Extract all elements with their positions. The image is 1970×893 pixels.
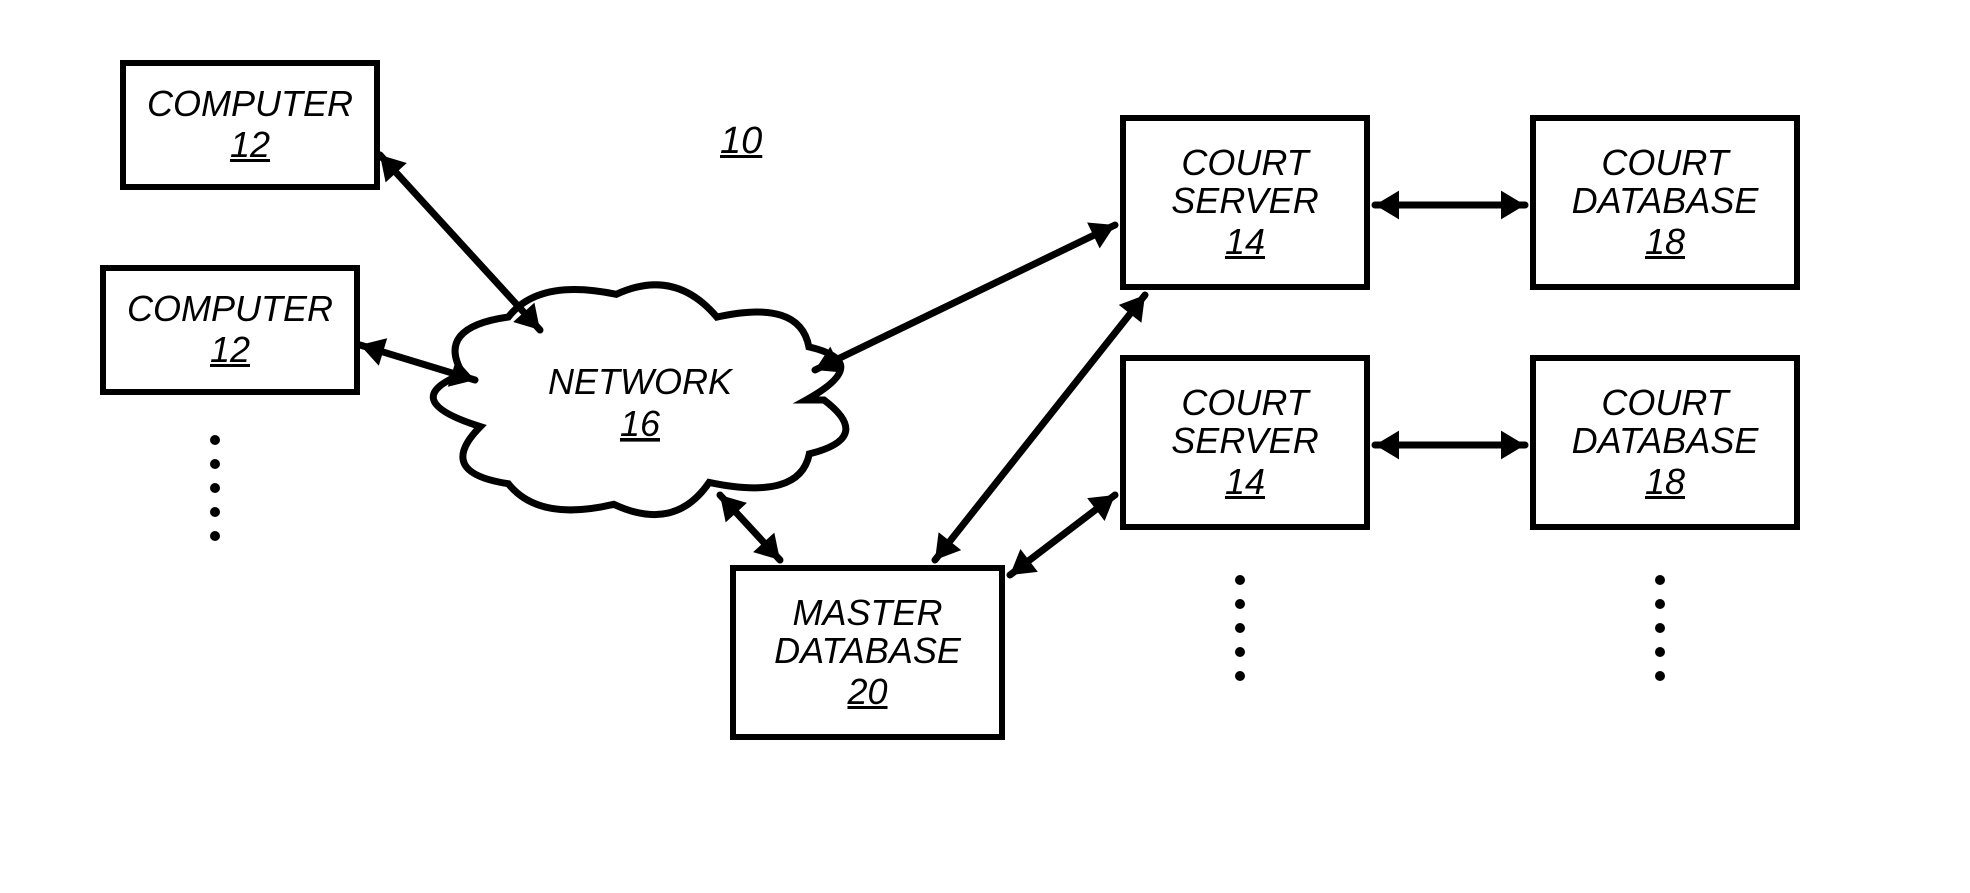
ellipsis-dots bbox=[210, 435, 220, 541]
node-ref: 12 bbox=[210, 330, 250, 370]
node-label: COURT bbox=[1181, 144, 1308, 182]
node-ref: 12 bbox=[230, 125, 270, 165]
node-label: COURT bbox=[1181, 384, 1308, 422]
ellipsis-dots bbox=[1655, 575, 1665, 681]
node-label: COURT bbox=[1601, 144, 1728, 182]
node-ref: 18 bbox=[1645, 222, 1685, 262]
node-computer-2: COMPUTER 12 bbox=[100, 265, 360, 395]
node-court-database-1: COURT DATABASE 18 bbox=[1530, 115, 1800, 290]
node-label: SERVER bbox=[1171, 182, 1318, 220]
node-court-database-2: COURT DATABASE 18 bbox=[1530, 355, 1800, 530]
node-court-server-2: COURT SERVER 14 bbox=[1120, 355, 1370, 530]
node-court-server-1: COURT SERVER 14 bbox=[1120, 115, 1370, 290]
network-diagram: 10 COMPUTER 12 COMPUTER 12 MASTER DATABA… bbox=[0, 0, 1970, 893]
node-ref: 18 bbox=[1645, 462, 1685, 502]
node-label: COMPUTER bbox=[147, 85, 353, 123]
node-computer-1: COMPUTER 12 bbox=[120, 60, 380, 190]
svg-text:NETWORK: NETWORK bbox=[548, 361, 734, 402]
diagram-id: 10 bbox=[720, 120, 762, 163]
node-ref: 20 bbox=[847, 672, 887, 712]
node-master-database: MASTER DATABASE 20 bbox=[730, 565, 1005, 740]
node-label: SERVER bbox=[1171, 422, 1318, 460]
node-label: DATABASE bbox=[1572, 182, 1759, 220]
node-ref: 14 bbox=[1225, 222, 1265, 262]
node-label: COURT bbox=[1601, 384, 1728, 422]
node-label: COMPUTER bbox=[127, 290, 333, 328]
node-label: MASTER bbox=[792, 594, 942, 632]
node-ref: 14 bbox=[1225, 462, 1265, 502]
node-label: DATABASE bbox=[774, 632, 961, 670]
ellipsis-dots bbox=[1235, 575, 1245, 681]
node-label: DATABASE bbox=[1572, 422, 1759, 460]
svg-text:16: 16 bbox=[620, 403, 661, 444]
